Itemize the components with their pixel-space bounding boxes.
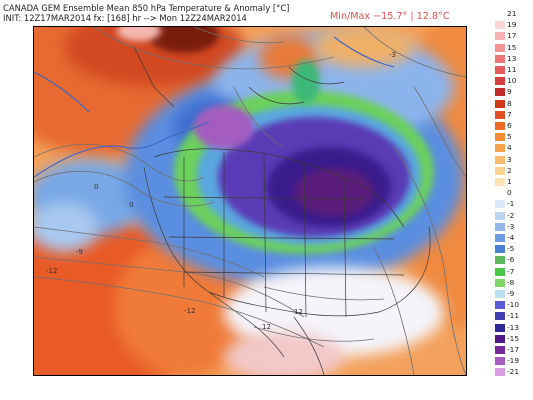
color-scale-label: 10 <box>507 76 517 86</box>
color-scale-label: -3 <box>507 221 515 231</box>
color-scale-swatch <box>495 290 505 298</box>
color-scale-swatch <box>495 144 505 153</box>
color-scale-swatch <box>495 178 505 186</box>
color-scale-swatch <box>495 245 505 254</box>
color-scale-swatch <box>495 301 505 310</box>
color-scale-label: -2 <box>507 210 515 220</box>
color-scale-swatch <box>495 99 505 108</box>
color-scale-swatch <box>495 110 505 119</box>
color-scale-label: 3 <box>507 154 512 164</box>
color-scale-swatch <box>495 88 505 97</box>
color-scale-label: 1 <box>507 177 512 186</box>
color-scale-label: 2 <box>507 165 512 175</box>
color-scale-label: 4 <box>507 143 512 153</box>
color-scale-swatch <box>495 54 505 63</box>
color-scale-swatch <box>495 32 505 41</box>
color-scale-swatch <box>495 256 505 265</box>
color-scale-swatch <box>495 222 505 231</box>
color-scale-swatch <box>495 66 505 74</box>
temperature-anomaly-map: 0 0 -3 -9 -12 12 12 -12 <box>33 26 467 376</box>
color-scale-label: -8 <box>507 277 515 287</box>
contour-layer <box>34 27 466 375</box>
color-scale-swatch <box>495 323 505 332</box>
contour-label: 0 <box>94 183 98 191</box>
contour-label: 12 <box>262 323 271 331</box>
zero-isotherm-layer <box>34 36 395 178</box>
color-scale-swatch <box>495 334 505 343</box>
color-scale-swatch <box>495 211 505 220</box>
color-scale-label: -17 <box>507 345 520 354</box>
contour-labels-layer: 0 0 -3 -9 -12 12 12 -12 <box>46 51 396 331</box>
color-scale-label: 19 <box>507 20 517 30</box>
color-scale-legend: 21 19 17 15 13 11 10 9 8 7 6 5 4 3 2 1 0 -1 -2 -3 -4 -5 -6 -7 -8… <box>495 10 533 380</box>
color-scale-label: 15 <box>507 42 517 52</box>
init-line: INIT: 12Z17MAR2014 fx: [168] hr --> Mon … <box>3 13 247 23</box>
color-scale-label: -21 <box>507 367 520 377</box>
color-scale-label: -11 <box>507 311 520 321</box>
color-scale-swatch <box>495 346 505 354</box>
color-scale-swatch <box>495 189 505 198</box>
color-scale-label: 21 <box>507 9 517 18</box>
color-scale-label: -6 <box>507 255 515 265</box>
map-title: CANADA GEM Ensemble Mean 850 hPa Tempera… <box>3 3 290 13</box>
color-scale-label: 5 <box>507 132 512 142</box>
contour-label: 0 <box>129 201 133 209</box>
anomaly-fill-layer <box>34 27 466 375</box>
contour-label: -3 <box>389 51 396 59</box>
color-scale-label: -1 <box>507 199 515 209</box>
color-scale-label: 11 <box>507 65 517 74</box>
color-scale-label: -4 <box>507 233 515 242</box>
color-scale-swatch <box>495 278 505 287</box>
color-scale-swatch <box>495 43 505 52</box>
color-scale-label: -13 <box>507 322 520 332</box>
color-scale-label: 13 <box>507 53 517 63</box>
contour-label: -12 <box>46 267 57 275</box>
color-scale-swatch <box>495 200 505 209</box>
color-scale-swatch <box>495 267 505 276</box>
color-scale-swatch <box>495 10 505 18</box>
contour-label: -9 <box>76 248 83 256</box>
color-scale-label: -10 <box>507 300 520 310</box>
color-scale-swatch <box>495 133 505 142</box>
color-scale-label: -19 <box>507 356 520 366</box>
color-scale-label: -9 <box>507 289 515 298</box>
color-scale-swatch <box>495 368 505 377</box>
color-scale-swatch <box>495 166 505 175</box>
color-scale-swatch <box>495 77 505 86</box>
contour-label: -12 <box>184 307 195 315</box>
color-scale-swatch <box>495 21 505 30</box>
minmax-readout: Min/Max −15.7° | 12.8°C <box>330 11 450 22</box>
color-scale-label: -5 <box>507 244 515 254</box>
color-scale-label: 0 <box>507 188 512 198</box>
color-scale-swatch <box>495 122 505 130</box>
country-borders-layer <box>133 46 431 375</box>
color-scale-swatch <box>495 312 505 321</box>
color-scale-swatch <box>495 155 505 164</box>
color-scale-label: -7 <box>507 266 515 276</box>
color-scale-label: -15 <box>507 333 520 343</box>
color-scale-label: 8 <box>507 98 512 108</box>
contour-label: 12 <box>294 308 303 316</box>
color-scale-swatch <box>495 234 505 242</box>
color-scale-label: 9 <box>507 87 512 97</box>
color-scale-label: 6 <box>507 121 512 130</box>
color-scale-swatch <box>495 357 505 366</box>
color-scale-label: 17 <box>507 31 517 41</box>
color-scale-label: 7 <box>507 109 512 119</box>
